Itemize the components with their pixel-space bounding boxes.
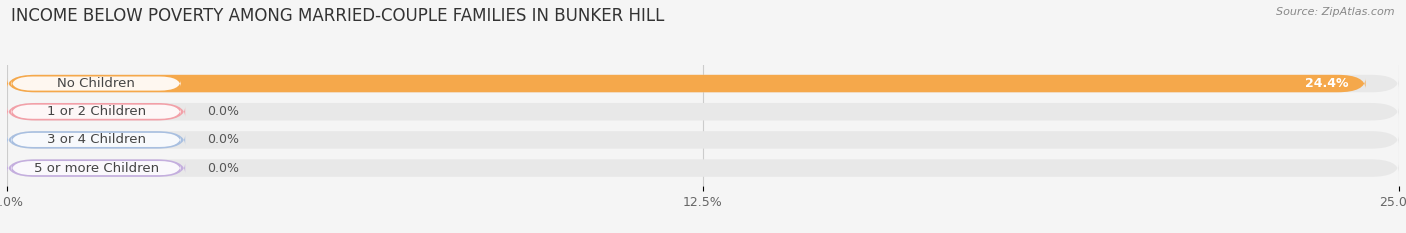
Text: 0.0%: 0.0% <box>208 105 239 118</box>
FancyBboxPatch shape <box>11 133 181 147</box>
Text: Source: ZipAtlas.com: Source: ZipAtlas.com <box>1277 7 1395 17</box>
FancyBboxPatch shape <box>7 103 186 120</box>
FancyBboxPatch shape <box>7 103 1399 120</box>
FancyBboxPatch shape <box>7 131 186 149</box>
FancyBboxPatch shape <box>7 131 1399 149</box>
FancyBboxPatch shape <box>11 76 181 91</box>
Text: No Children: No Children <box>58 77 135 90</box>
Text: 3 or 4 Children: 3 or 4 Children <box>46 134 146 146</box>
FancyBboxPatch shape <box>7 159 1399 177</box>
FancyBboxPatch shape <box>11 161 181 175</box>
Text: 0.0%: 0.0% <box>208 161 239 175</box>
Text: INCOME BELOW POVERTY AMONG MARRIED-COUPLE FAMILIES IN BUNKER HILL: INCOME BELOW POVERTY AMONG MARRIED-COUPL… <box>11 7 665 25</box>
Text: 1 or 2 Children: 1 or 2 Children <box>46 105 146 118</box>
FancyBboxPatch shape <box>11 105 181 119</box>
FancyBboxPatch shape <box>7 159 186 177</box>
FancyBboxPatch shape <box>7 75 1399 92</box>
Text: 5 or more Children: 5 or more Children <box>34 161 159 175</box>
Text: 24.4%: 24.4% <box>1305 77 1348 90</box>
FancyBboxPatch shape <box>7 75 1365 92</box>
Text: 0.0%: 0.0% <box>208 134 239 146</box>
